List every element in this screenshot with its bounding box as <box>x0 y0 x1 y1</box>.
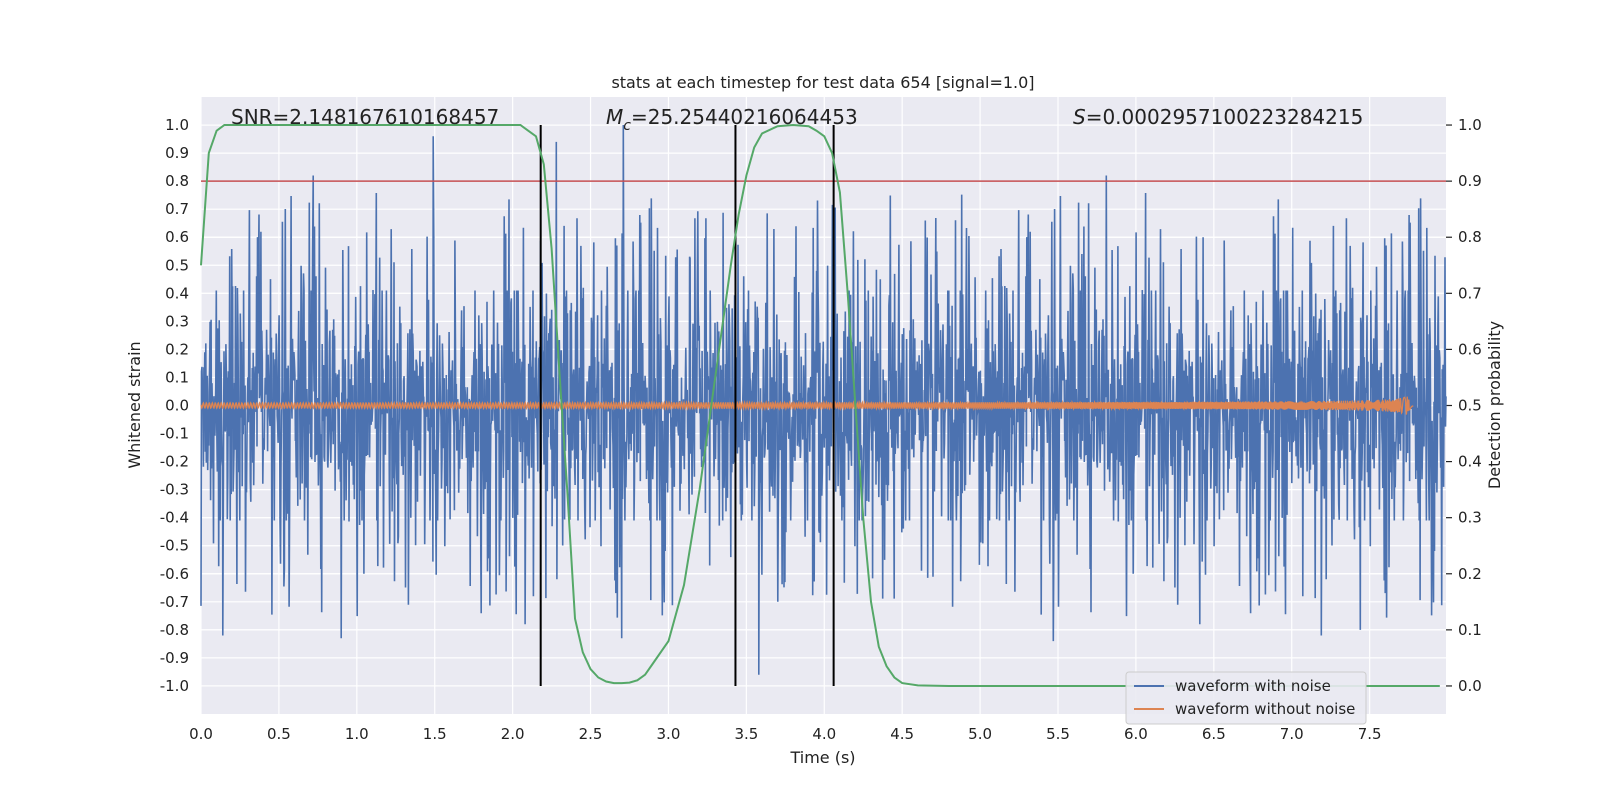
x-tick-label: 5.5 <box>1046 725 1070 743</box>
chirp-waveform-line <box>200 396 1414 415</box>
y-tick-label-left: 1.0 <box>165 116 189 134</box>
legend-box <box>1125 671 1367 725</box>
x-axis-label: Time (s) <box>789 748 855 767</box>
y-tick-label-left: -0.6 <box>160 565 189 583</box>
left-y-ticks: -1.0 -0.9 -0.8 -0.7 -0.6 -0.5 -0.4 -0.3 -0.2 -0.1… <box>160 116 189 695</box>
x-tick-label: 6.5 <box>1202 725 1226 743</box>
y-tick-label-right: 0.0 <box>1458 677 1482 695</box>
x-tick-label: 5.0 <box>968 725 992 743</box>
right-y-ticks: 0.0 0.1 0.2 0.3 0.4 0.5 0.6 0.7 0.8 0.9 1.0 <box>1446 116 1482 695</box>
legend: waveform with noise waveform without noi… <box>1125 671 1367 725</box>
y-tick-label-left: -0.2 <box>160 453 189 471</box>
x-ticks: 0.0 0.5 1.0 1.5 2.0 2.5 3.0 3.5 4.0 4.5 5.0 5.5 6.0 6… <box>189 725 1382 743</box>
y-tick-label-right: 0.9 <box>1458 172 1482 190</box>
y-tick-label-right: 0.3 <box>1458 509 1482 527</box>
y-tick-label-left: 0.4 <box>165 284 189 302</box>
y-tick-label-right: 0.5 <box>1458 397 1482 415</box>
chirp-mass-symbol: M <box>606 105 623 129</box>
y-tick-label-right: 0.8 <box>1458 228 1482 246</box>
y-tick-label-left: -0.9 <box>160 649 189 667</box>
overlay-lines <box>201 125 1446 686</box>
x-tick-label: 1.0 <box>345 725 369 743</box>
y-tick-label-right: 1.0 <box>1458 116 1482 134</box>
x-tick-label: 0.5 <box>267 725 291 743</box>
series-waveform-without-noise <box>200 396 1414 415</box>
y-tick-label-right: 0.4 <box>1458 453 1482 471</box>
x-tick-label: 7.0 <box>1280 725 1304 743</box>
y-tick-label-left: -0.8 <box>160 621 189 639</box>
x-tick-label: 3.0 <box>657 725 681 743</box>
y-tick-label-left: 0.3 <box>165 312 189 330</box>
y-tick-label-left: -0.4 <box>160 509 189 527</box>
y-tick-label-left: 0.6 <box>165 228 189 246</box>
y-tick-label-left: 0.0 <box>165 397 189 415</box>
x-tick-label: 4.5 <box>890 725 914 743</box>
y-tick-label-left: 0.7 <box>165 200 189 218</box>
y-tick-label-left: 0.5 <box>165 256 189 274</box>
y-tick-label-left: 0.8 <box>165 172 189 190</box>
y-axis-label-left: Whitened strain <box>125 341 144 468</box>
x-tick-label: 2.0 <box>501 725 525 743</box>
chart-title: stats at each timestep for test data 654… <box>611 73 1034 92</box>
x-tick-label: 2.5 <box>579 725 603 743</box>
y-tick-label-right: 0.2 <box>1458 565 1482 583</box>
detection-probability-line <box>200 123 1440 687</box>
series-detection-probability <box>200 123 1440 687</box>
legend-label-waveform-without-noise: waveform without noise <box>1175 700 1355 718</box>
y-tick-label-left: -0.5 <box>160 537 189 555</box>
s-symbol: S <box>1073 105 1086 129</box>
y-tick-label-left: 0.1 <box>165 368 189 386</box>
y-tick-label-left: -0.3 <box>160 481 189 499</box>
s-annotation: S=0.0002957100223284215 <box>1073 105 1363 129</box>
snr-annotation: SNR=2.148167610168457 <box>231 105 499 129</box>
x-tick-label: 0.0 <box>189 725 213 743</box>
chirp-mass-value: =25.25440216064453 <box>631 105 858 129</box>
y-tick-label-left: -1.0 <box>160 677 189 695</box>
y-tick-label-left: 0.2 <box>165 340 189 358</box>
x-tick-label: 3.5 <box>734 725 758 743</box>
chirp-mass-annotation: Mc=25.25440216064453 <box>606 105 858 134</box>
y-tick-label-left: 0.9 <box>165 144 189 162</box>
s-value: =0.0002957100223284215 <box>1086 105 1364 129</box>
x-tick-label: 4.0 <box>812 725 836 743</box>
y-tick-label-left: -0.7 <box>160 593 189 611</box>
legend-label-waveform-with-noise: waveform with noise <box>1175 677 1331 695</box>
chirp-mass-subscript: c <box>623 118 631 134</box>
x-tick-label: 6.0 <box>1124 725 1148 743</box>
y-tick-label-right: 0.6 <box>1458 340 1482 358</box>
y-tick-label-right: 0.1 <box>1458 621 1482 639</box>
y-tick-label-right: 0.7 <box>1458 284 1482 302</box>
x-tick-label: 1.5 <box>423 725 447 743</box>
y-tick-label-left: -0.1 <box>160 425 189 443</box>
x-tick-label: 7.5 <box>1358 725 1382 743</box>
y-axis-label-right: Detection probability <box>1485 321 1504 489</box>
